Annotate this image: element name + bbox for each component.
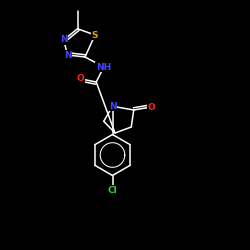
Text: O: O bbox=[148, 102, 155, 112]
Text: N: N bbox=[60, 36, 68, 44]
Text: NH: NH bbox=[96, 62, 112, 72]
Text: N: N bbox=[64, 50, 71, 59]
Text: N: N bbox=[109, 102, 116, 111]
Text: Cl: Cl bbox=[108, 186, 118, 195]
Text: O: O bbox=[76, 74, 84, 83]
Text: S: S bbox=[92, 30, 98, 40]
